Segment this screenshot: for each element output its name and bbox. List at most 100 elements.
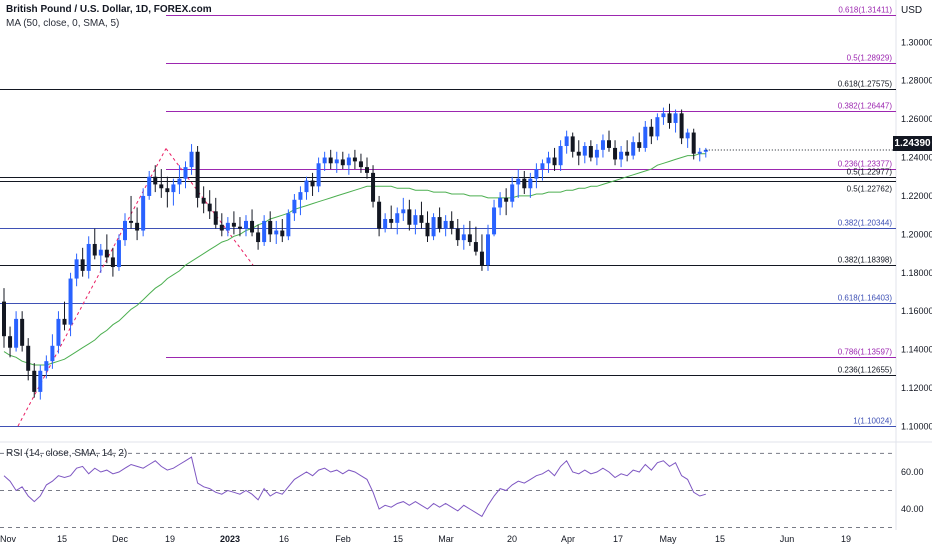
candle-70: [425, 211, 430, 243]
candle-body: [237, 226, 242, 229]
candle-54: [328, 149, 333, 170]
candle-101: [613, 140, 618, 166]
time-tick-15: 19: [841, 534, 851, 544]
candle-body: [594, 149, 599, 158]
candle-body: [389, 219, 394, 223]
candle-body: [358, 161, 363, 168]
price-tick-0: 1.30000: [901, 37, 932, 47]
candle-body: [20, 318, 25, 346]
candle-body: [619, 151, 624, 160]
price-tick-10: 1.10000: [901, 421, 932, 431]
candle-81: [492, 199, 497, 237]
candle-99: [600, 134, 605, 158]
candle-98: [594, 144, 599, 166]
candle-body: [56, 318, 61, 346]
candle-29: [177, 165, 182, 195]
candle-body: [322, 157, 327, 164]
rsi-tick-0: 60.00: [901, 467, 924, 477]
fib-label-9: 0.618(1.16403): [838, 294, 893, 303]
candle-body: [304, 180, 309, 193]
candle-53: [322, 151, 327, 171]
fib-label-7: 0.382(1.20344): [838, 219, 893, 228]
candle-49: [298, 186, 303, 216]
candle-body: [691, 132, 696, 154]
candle-112: [679, 109, 684, 145]
last-price-badge: 1.24390: [893, 136, 932, 151]
candle-52: [316, 157, 321, 193]
rsi-indicator-label[interactable]: RSI (14, close, SMA, 14, 2): [6, 448, 128, 459]
price-tick-8: 1.14000: [901, 345, 932, 355]
candle-109: [661, 107, 666, 125]
candle-body: [625, 151, 630, 156]
candle-body: [552, 157, 557, 166]
candle-27: [165, 176, 170, 208]
candle-77: [467, 220, 472, 246]
candle-116: [703, 147, 708, 158]
time-tick-5: 16: [279, 534, 289, 544]
candle-body: [44, 361, 49, 371]
candle-body: [498, 197, 503, 208]
symbol-title[interactable]: British Pound / U.S. Dollar, 1D, FOREX.c…: [6, 4, 212, 15]
candle-body: [510, 184, 515, 202]
fib-label-4: 0.236(1.23377): [838, 160, 893, 169]
candle-body: [673, 113, 678, 123]
candle-38: [231, 211, 236, 235]
fib-label-12: 1(1.10024): [853, 417, 892, 426]
candle-25: [153, 165, 158, 193]
candle-62: [377, 195, 382, 237]
candle-18: [110, 247, 115, 277]
candle-26: [159, 169, 164, 198]
candle-84: [510, 176, 515, 208]
candle-58: [352, 149, 357, 170]
candle-body: [570, 136, 575, 152]
fib-label-11: 0.236(1.12655): [838, 366, 893, 375]
candle-92: [558, 140, 563, 171]
price-tick-7: 1.16000: [901, 306, 932, 316]
rsi-axis[interactable]: 60.00 40.00: [901, 467, 924, 514]
symbol-name: British Pound / U.S. Dollar, 1D, FOREX.c…: [6, 4, 212, 15]
candle-body: [600, 140, 605, 150]
candle-body: [274, 230, 279, 235]
candle-body: [298, 192, 303, 200]
candle-48: [292, 194, 297, 221]
candle-body: [159, 184, 164, 189]
price-axis[interactable]: 1.30000 1.28000 1.26000 1.24000 1.22000 1.200…: [901, 37, 932, 431]
candle-body: [540, 163, 545, 170]
candle-1: [8, 326, 13, 358]
candle-33: [201, 186, 206, 214]
candle-88: [534, 163, 539, 189]
fib-label-5: 0.5(1.22977): [847, 168, 893, 177]
candle-41: [250, 209, 255, 237]
candle-91: [552, 147, 557, 171]
candle-43: [262, 215, 267, 246]
fibonacci-levels: 0.618(1.31411) 0.5(1.28929) 0.618(1.27575)…: [0, 6, 896, 427]
candle-79: [479, 234, 484, 271]
candle-74: [449, 211, 454, 235]
candle-63: [383, 213, 388, 233]
candle-body: [576, 151, 581, 156]
candle-14: [86, 236, 91, 279]
currency-label: USD: [901, 5, 923, 16]
time-tick-9: 20: [507, 534, 517, 544]
ma-indicator-label[interactable]: MA (50, close, 0, SMA, 5): [6, 18, 120, 29]
candle-body: [256, 232, 261, 243]
rsi-line: [3, 456, 706, 518]
candle-94: [570, 132, 575, 158]
time-tick-12: May: [659, 534, 677, 544]
price-tick-1: 1.28000: [901, 76, 932, 86]
candle-body: [147, 176, 152, 196]
candle-body: [607, 140, 611, 148]
candle-body: [292, 199, 297, 214]
candle-86: [522, 170, 527, 195]
time-tick-11: 17: [613, 534, 623, 544]
candle-body: [703, 149, 708, 152]
candle-body: [643, 126, 648, 148]
candle-body: [346, 157, 351, 166]
candle-107: [649, 119, 654, 145]
time-axis[interactable]: Nov 15 Dec 19 2023 16 Feb 15 Mar 20 Apr 17 May 15 Jun 1…: [0, 534, 851, 544]
price-tick-6: 1.18000: [901, 268, 932, 278]
candle-80: [486, 224, 490, 271]
time-tick-0: Nov: [0, 534, 16, 544]
candle-15: [92, 228, 97, 260]
